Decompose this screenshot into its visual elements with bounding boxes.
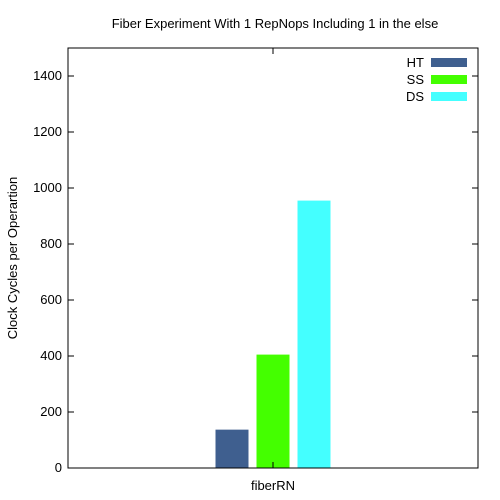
bar-ht (215, 429, 249, 468)
plot-frame (67, 47, 479, 469)
legend-label: SS (407, 72, 425, 87)
y-tick-label: 800 (40, 236, 62, 251)
y-tick-label: 200 (40, 404, 62, 419)
y-ticks-group: 0 200 400 600 800 1000 1200 1400 (33, 68, 478, 475)
legend-label: DS (406, 89, 424, 104)
bar-ss (256, 354, 290, 468)
bars-group (215, 200, 331, 468)
chart-title: Fiber Experiment With 1 RepNops Includin… (112, 16, 439, 31)
legend-swatch-ht (431, 58, 467, 67)
y-tick-label: 1000 (33, 180, 62, 195)
y-tick-label: 400 (40, 348, 62, 363)
bar-ds (297, 200, 331, 468)
y-tick-label: 600 (40, 292, 62, 307)
x-category-label: fiberRN (251, 478, 295, 493)
legend-label: HT (407, 55, 424, 70)
y-tick-label: 1200 (33, 124, 62, 139)
legend-swatch-ss (431, 75, 467, 84)
x-categories-group: fiberRN (251, 48, 295, 493)
legend-swatch-ds (431, 92, 467, 101)
y-tick-label: 1400 (33, 68, 62, 83)
legend: HT SS DS (406, 55, 467, 104)
y-axis-label: Clock Cycles per Operartion (5, 177, 20, 340)
y-tick-label: 0 (55, 460, 62, 475)
